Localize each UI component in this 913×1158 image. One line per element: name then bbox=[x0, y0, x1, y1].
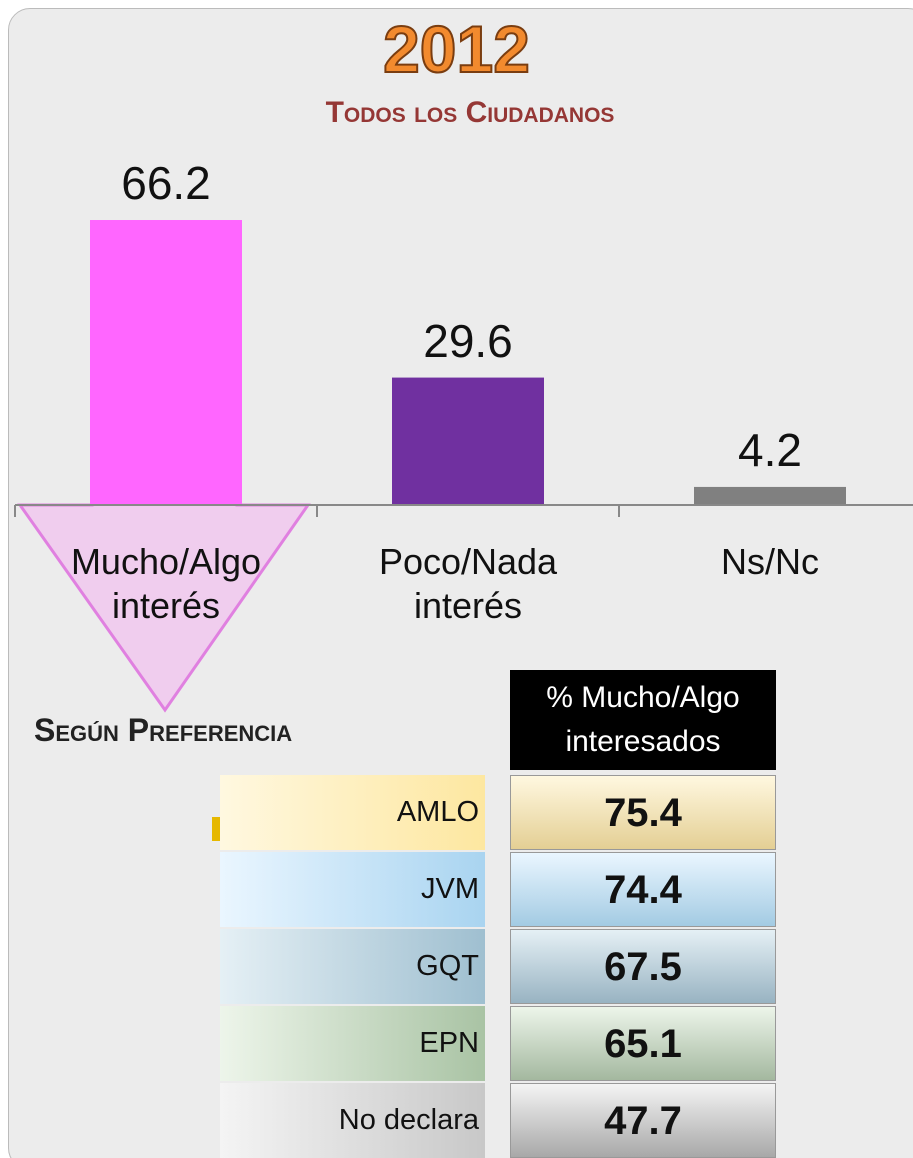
row-value: 74.4 bbox=[510, 852, 776, 927]
bar bbox=[90, 220, 242, 505]
row-label: EPN bbox=[220, 1006, 485, 1081]
bar bbox=[392, 377, 544, 505]
section-title: Según Preferencia bbox=[34, 712, 293, 748]
data-label: 4.2 bbox=[738, 423, 802, 476]
row-label: No declara bbox=[220, 1083, 485, 1158]
row-value: 47.7 bbox=[510, 1083, 776, 1158]
x-tick-label: Mucho/Algo interés bbox=[70, 541, 262, 626]
x-tick-label: Poco/Nada interés bbox=[378, 541, 558, 626]
data-label: 66.2 bbox=[121, 157, 211, 209]
x-tick-label: Ns/Nc bbox=[721, 541, 819, 582]
row-label: AMLO bbox=[220, 775, 485, 850]
row-value: 75.4 bbox=[510, 775, 776, 850]
data-label: 29.6 bbox=[423, 314, 513, 367]
row-label: JVM bbox=[220, 852, 485, 927]
chart-title: 2012 bbox=[382, 12, 531, 86]
bar bbox=[694, 486, 846, 505]
row-label: GQT bbox=[220, 929, 485, 1004]
chart-subtitle: Todos los Ciudadanos bbox=[325, 96, 615, 129]
row-value: 65.1 bbox=[510, 1006, 776, 1081]
row-value: 67.5 bbox=[510, 929, 776, 1004]
table-header: % Mucho/Algo interesados bbox=[510, 670, 776, 770]
